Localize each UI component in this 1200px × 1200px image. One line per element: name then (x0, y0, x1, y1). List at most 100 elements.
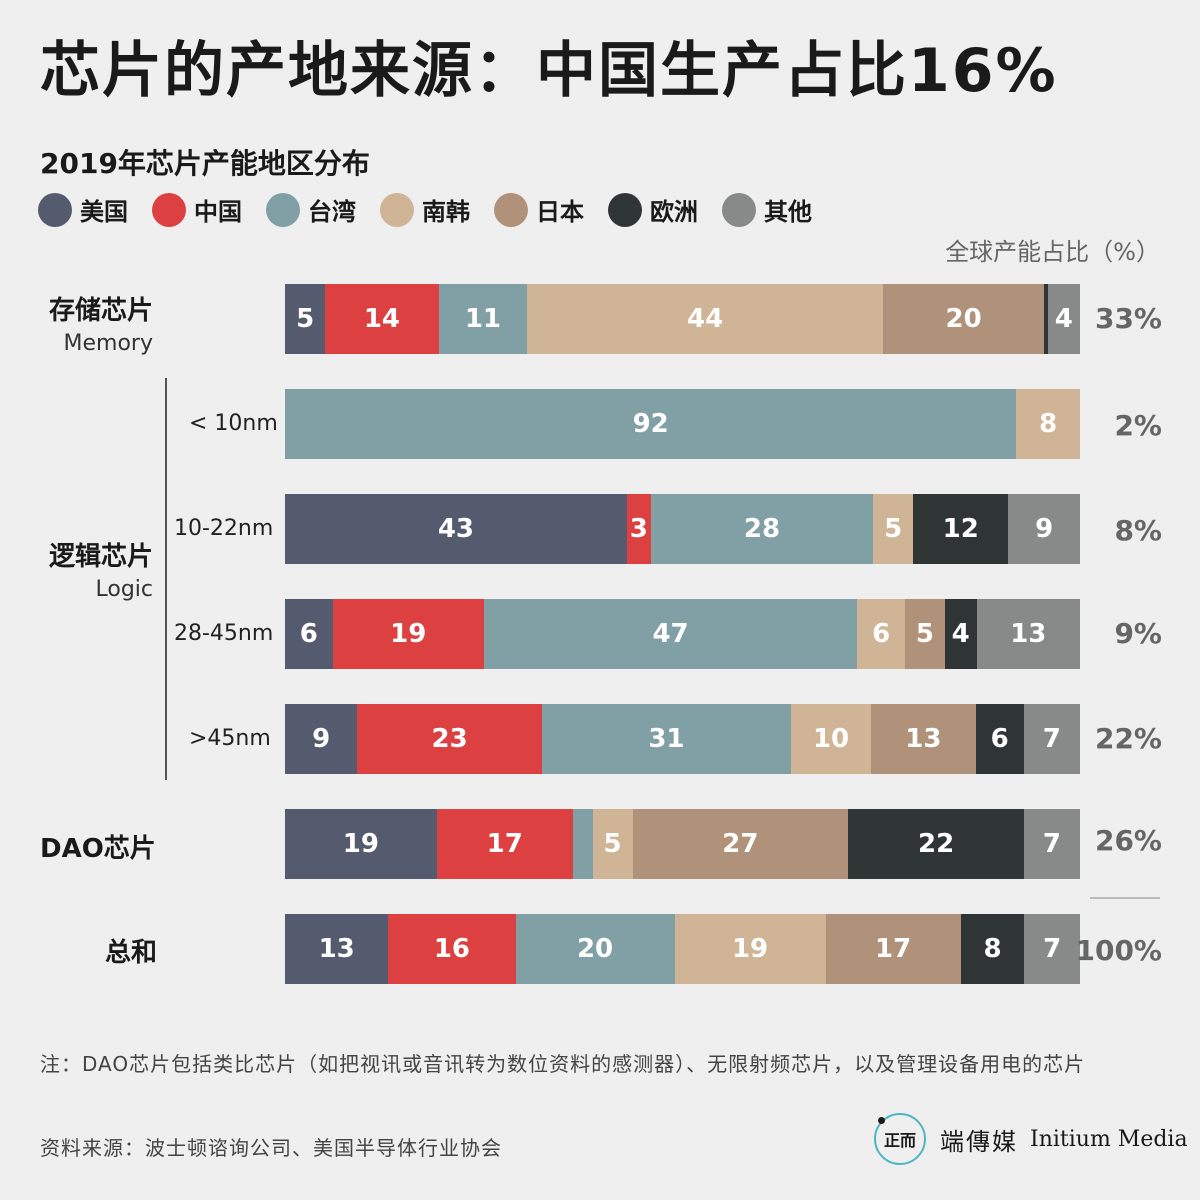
legend-item-taiwan: 台湾 (266, 192, 356, 227)
bar-segment-us: 9 (285, 704, 358, 774)
legend-swatch-korea (380, 192, 414, 227)
bar-segment-value-label: 7 (1042, 724, 1061, 754)
legend-item-china: 中国 (152, 192, 242, 227)
initium-logo-zh: 端傳媒 (940, 1127, 1018, 1156)
bar-row-total: 13 16 20 19 17 8 7 (285, 914, 1080, 984)
bar-segment-value-label: 4 (1054, 304, 1073, 334)
bar-segment-value-label: 22 (918, 829, 955, 859)
share-value-logic-gt45nm: 22% (1094, 722, 1162, 755)
bar-segment-value-label: 47 (652, 619, 689, 649)
legend-label-korea: 南韩 (422, 198, 470, 226)
category-label-logic: 逻辑芯片 Logic (49, 536, 153, 602)
bar-segment-us: 19 (285, 809, 437, 879)
bar-segment-value-label: 14 (363, 304, 401, 334)
legend-swatch-taiwan (266, 192, 300, 227)
bar-segment-value-label: 7 (1042, 829, 1062, 859)
legend-label-japan: 日本 (536, 198, 584, 226)
bar-segment-japan: 27 (632, 809, 849, 879)
bar-segment-value-label: 23 (431, 724, 468, 754)
bar-segment-value-label: 20 (945, 304, 982, 334)
bar-segment-taiwan: 31 (541, 704, 791, 774)
bar-row-logic-gt45nm: 9 23 31 10 13 6 7 (285, 704, 1080, 774)
bar-segment-japan: 20 (882, 284, 1045, 354)
category-dao-zh: DAO芯片 (40, 834, 156, 864)
bar-segment-taiwan: 92 (285, 389, 1017, 459)
bar-segment-value-label: 4 (951, 619, 970, 649)
bar-segment-china: 19 (332, 599, 484, 669)
bar-segment-japan: 5 (905, 599, 945, 669)
bar-segment-value-label: 9 (312, 724, 331, 754)
bar-segment-value-label: 5 (915, 619, 934, 649)
bar-segment-taiwan: 47 (483, 599, 858, 669)
bar-segment-value-label: 11 (464, 304, 502, 334)
legend-item-us: 美国 (38, 192, 128, 227)
bar-segment-china: 16 (388, 914, 516, 984)
legend-swatch-us (38, 192, 72, 227)
bar-segment-korea: 19 (674, 914, 826, 984)
bar-segment-value-label: 13 (1010, 619, 1047, 649)
bar-row-logic-28-45nm: 6 19 47 6 5 4 13 (285, 599, 1080, 669)
legend-swatch-china (152, 192, 186, 227)
bar-segment-us: 43 (285, 494, 627, 564)
bar-segment-value-label: 8 (983, 934, 1002, 964)
bar-segment-us: 13 (285, 914, 389, 984)
global-share-header: 全球产能占比（%） (945, 238, 1160, 266)
bar-segment-other: 13 (976, 599, 1080, 669)
bar-segment-europe (1044, 284, 1048, 354)
share-value-total: 100% (1075, 934, 1162, 967)
bar-segment-value-label: 43 (437, 514, 475, 544)
legend-swatch-other (722, 192, 756, 227)
category-memory-zh: 存储芯片 (48, 296, 153, 326)
bar-segment-value-label: 5 (884, 514, 903, 544)
bar-segment-china: 14 (325, 284, 439, 354)
category-label-memory: 存储芯片 Memory (49, 290, 153, 356)
bar-segment-value-label: 16 (433, 934, 471, 964)
legend-item-europe: 欧洲 (608, 192, 698, 227)
bar-segment-korea: 6 (857, 599, 906, 669)
bar-segment-other: 7 (1024, 809, 1080, 879)
bar-segment-korea: 5 (873, 494, 914, 564)
bar-segment-value-label: 13 (905, 724, 942, 754)
bar-segment-korea: 10 (790, 704, 872, 774)
initium-logo-mark: 正而 (874, 1113, 926, 1165)
bar-segment-value-label: 19 (731, 934, 769, 964)
share-value-logic-lt10nm: 2% (1114, 409, 1162, 442)
initium-logo: 正而 端傳媒 Initium Media (874, 1113, 1188, 1165)
bar-segment-value-label: 28 (743, 514, 781, 544)
legend-label-europe: 欧洲 (650, 198, 698, 226)
bar-segment-value-label: 44 (687, 304, 724, 334)
bar-segment-value-label: 13 (318, 934, 355, 964)
bar-segment-value-label: 27 (722, 829, 759, 859)
sub-label-10-22nm: 10-22nm (174, 516, 274, 541)
logic-group-bracket (165, 378, 167, 780)
legend-label-taiwan: 台湾 (308, 198, 356, 226)
share-value-logic-28-45nm: 9% (1114, 617, 1162, 650)
bar-segment-value-label: 6 (990, 724, 1009, 754)
bar-segment-taiwan: 20 (515, 914, 675, 984)
bar-segment-other: 7 (1023, 704, 1080, 774)
bar-segment-china: 3 (626, 494, 651, 564)
bar-segment-value-label: 19 (390, 619, 427, 649)
bar-segment-europe: 12 (913, 494, 1009, 564)
legend-label-us: 美国 (80, 198, 128, 226)
category-label-dao: DAO芯片 (40, 828, 156, 865)
bar-segment-europe: 22 (848, 809, 1025, 879)
sub-label-lt10nm: < 10nm (189, 411, 278, 436)
bar-segment-korea: 5 (592, 809, 633, 879)
sub-label-28-45nm: 28-45nm (174, 621, 274, 646)
bar-segment-china: 17 (436, 809, 573, 879)
category-total-zh: 总和 (104, 938, 157, 968)
category-logic-en: Logic (95, 577, 153, 602)
bar-segment-other: 7 (1024, 914, 1080, 984)
bar-segment-us: 6 (285, 599, 333, 669)
bar-row-logic-10-22nm: 43 3 28 5 12 9 (285, 494, 1080, 564)
bar-segment-japan: 13 (871, 704, 976, 774)
bar-row-logic-lt10nm: 92 8 (285, 389, 1080, 459)
chart-legend: 美国 中国 台湾 南韩 日本 欧洲 其他 (38, 192, 836, 227)
bar-segment-us: 5 (285, 284, 326, 354)
category-memory-en: Memory (63, 331, 153, 356)
bar-segment-value-label: 19 (342, 829, 379, 859)
bar-segment-value-label: 92 (632, 409, 669, 439)
bar-segment-korea: 44 (527, 284, 883, 354)
bar-segment-value-label: 6 (872, 619, 891, 649)
